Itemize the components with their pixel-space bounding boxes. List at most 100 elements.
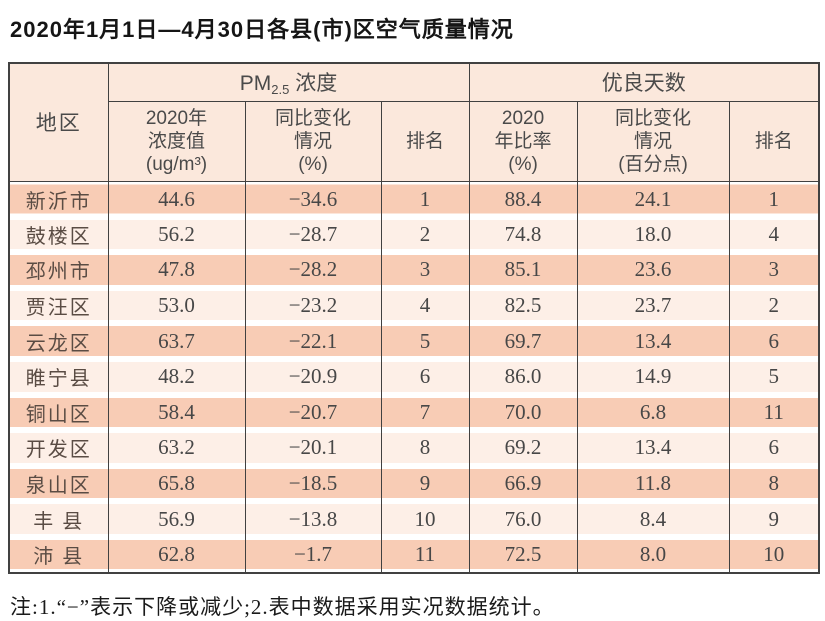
header-line: 2020 [501, 107, 545, 129]
ratio-change-cell: 23.7 [576, 287, 730, 324]
ratio-value-cell: 86.0 [468, 358, 578, 395]
pm25-change-cell: −18.5 [244, 465, 382, 502]
ratio-rank-cell: 9 [728, 501, 820, 537]
pm25-change-cell: −22.1 [244, 323, 382, 359]
pm25-rank-cell: 2 [380, 216, 470, 253]
table-row: 鼓楼区 56.2 −28.7 2 74.8 18.0 4 [8, 216, 820, 253]
region-cell: 邳州市 [8, 252, 109, 288]
pm25-value-cell: 44.6 [107, 181, 246, 217]
header-line: (ug/m³) [145, 153, 208, 175]
ratio-rank-cell: 11 [728, 394, 820, 431]
pm25-value-cell: 63.7 [107, 323, 246, 359]
header-conc-value: 2020年 浓度值 (ug/m³) [107, 100, 246, 182]
ratio-change-cell: 13.4 [576, 323, 730, 359]
ratio-rank-cell: 3 [728, 252, 820, 288]
pm25-change-cell: −20.1 [244, 430, 382, 466]
header-line: 浓度值 [147, 130, 205, 152]
region-cell: 泉山区 [8, 465, 109, 502]
pm25-value-cell: 62.8 [107, 536, 246, 573]
pm25-label-prefix: PM [239, 72, 272, 96]
ratio-value-cell: 70.0 [468, 394, 578, 431]
ratio-value-cell: 74.8 [468, 216, 578, 253]
pm25-label-suffix: 浓度 [289, 72, 338, 96]
pm25-change-cell: −1.7 [244, 536, 382, 573]
region-cell: 丰 县 [8, 501, 109, 537]
page-title: 2020年1月1日—4月30日各县(市)区空气质量情况 [10, 17, 514, 42]
ratio-value-cell: 69.2 [468, 430, 578, 466]
pm25-rank-cell: 5 [380, 323, 470, 359]
pm25-rank-cell: 11 [380, 536, 470, 573]
pm25-change-cell: −13.8 [244, 501, 382, 537]
ratio-value-cell: 88.4 [468, 181, 578, 217]
ratio-rank-cell: 6 [728, 430, 820, 466]
pm25-change-cell: −28.2 [244, 252, 382, 288]
ratio-change-cell: 24.1 [576, 181, 730, 217]
header-line: 同比变化 [274, 107, 351, 129]
header-region: 地区 [8, 62, 109, 182]
ratio-rank-cell: 1 [728, 181, 820, 217]
header-line: 情况 [293, 130, 332, 152]
pm25-rank-cell: 8 [380, 430, 470, 466]
header-line: 年比率 [494, 130, 552, 152]
table-row: 沛 县 62.8 −1.7 11 72.5 8.0 10 [8, 536, 820, 573]
region-cell: 铜山区 [8, 394, 109, 431]
pm25-value-cell: 56.9 [107, 501, 246, 537]
ratio-value-cell: 82.5 [468, 287, 578, 324]
table-row: 泉山区 65.8 −18.5 9 66.9 11.8 8 [8, 465, 820, 502]
table-row: 云龙区 63.7 −22.1 5 69.7 13.4 6 [8, 323, 820, 359]
table-row: 新沂市 44.6 −34.6 1 88.4 24.1 1 [8, 181, 820, 217]
header-line: (%) [298, 153, 328, 175]
ratio-change-cell: 11.8 [576, 465, 730, 502]
header-line: (%) [508, 153, 538, 175]
ratio-change-cell: 6.8 [576, 394, 730, 431]
header-ratio-value: 2020 年比率 (%) [468, 100, 578, 182]
pm25-change-cell: −28.7 [244, 216, 382, 253]
table-row: 开发区 63.2 −20.1 8 69.2 13.4 6 [8, 430, 820, 466]
header-group-row: 地区 PM2.5 浓度 优良天数 [8, 62, 820, 182]
ratio-value-cell: 76.0 [468, 501, 578, 537]
ratio-rank-cell: 4 [728, 216, 820, 253]
region-cell: 睢宁县 [8, 358, 109, 395]
region-cell: 贾汪区 [8, 287, 109, 324]
ratio-value-cell: 66.9 [468, 465, 578, 502]
pm25-rank-cell: 4 [380, 287, 470, 324]
table-body: 新沂市 44.6 −34.6 1 88.4 24.1 1 鼓楼区 56.2 −2… [8, 181, 820, 573]
ratio-rank-cell: 2 [728, 287, 820, 324]
pm25-rank-cell: 6 [380, 358, 470, 395]
header-line: (百分点) [618, 153, 688, 175]
header-conc-change: 同比变化 情况 (%) [244, 100, 382, 182]
ratio-change-cell: 18.0 [576, 216, 730, 253]
ratio-value-cell: 72.5 [468, 536, 578, 573]
ratio-value-cell: 69.7 [468, 323, 578, 359]
table-row: 丰 县 56.9 −13.8 10 76.0 8.4 9 [8, 501, 820, 537]
table-row: 贾汪区 53.0 −23.2 4 82.5 23.7 2 [8, 287, 820, 324]
table-header: 地区 PM2.5 浓度 优良天数 2020年 浓度值 (ug/m³) 同比变化 … [8, 62, 820, 182]
region-cell: 沛 县 [8, 536, 109, 573]
pm25-rank-cell: 1 [380, 181, 470, 217]
header-line: 情况 [634, 130, 673, 152]
header-line: 同比变化 [615, 107, 692, 129]
header-rank-pm25: 排名 [380, 100, 470, 182]
pm25-change-cell: −23.2 [244, 287, 382, 324]
pm25-rank-cell: 10 [380, 501, 470, 537]
ratio-change-cell: 8.4 [576, 501, 730, 537]
header-group-good-days: 优良天数 [468, 62, 820, 102]
ratio-rank-cell: 10 [728, 536, 820, 573]
pm25-change-cell: −20.7 [244, 394, 382, 431]
pm25-value-cell: 65.8 [107, 465, 246, 502]
pm25-value-cell: 47.8 [107, 252, 246, 288]
pm25-change-cell: −34.6 [244, 181, 382, 217]
region-cell: 新沂市 [8, 181, 109, 217]
region-cell: 鼓楼区 [8, 216, 109, 253]
pm25-rank-cell: 7 [380, 394, 470, 431]
ratio-change-cell: 14.9 [576, 358, 730, 395]
table-row: 邳州市 47.8 −28.2 3 85.1 23.6 3 [8, 252, 820, 288]
ratio-rank-cell: 6 [728, 323, 820, 359]
header-sub-row: 2020年 浓度值 (ug/m³) 同比变化 情况 (%) 排名 2020 年比… [9, 100, 820, 182]
ratio-value-cell: 85.1 [468, 252, 578, 288]
table-row: 睢宁县 48.2 −20.9 6 86.0 14.9 5 [8, 358, 820, 395]
pm25-value-cell: 53.0 [107, 287, 246, 324]
header-rank-good-days: 排名 [728, 100, 820, 182]
ratio-rank-cell: 5 [728, 358, 820, 395]
